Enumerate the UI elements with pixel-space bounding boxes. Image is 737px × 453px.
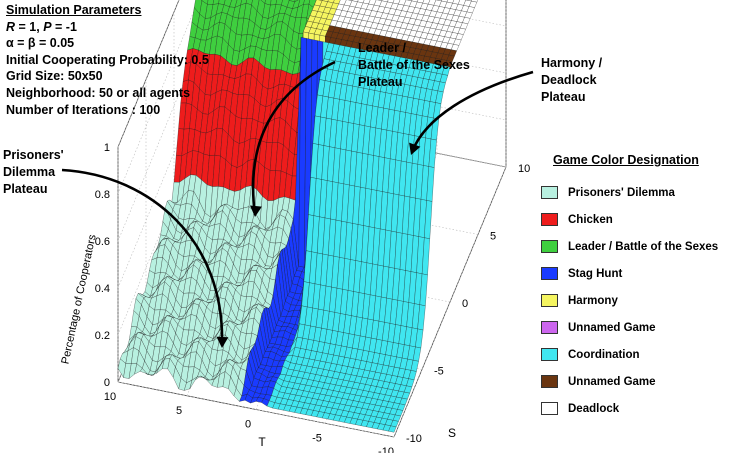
legend-item: Prisoners' Dilemma [541, 179, 718, 206]
annotation-leader: Leader / Battle of the Sexes Plateau [358, 41, 470, 89]
legend-label: Chicken [568, 213, 613, 226]
param-initial-probability: Initial Cooperating Probability: 0.5 [6, 52, 209, 67]
legend-label: Unnamed Game [568, 321, 656, 334]
legend-swatch [541, 402, 558, 415]
legend-swatch [541, 240, 558, 253]
legend-label: Harmony [568, 294, 618, 307]
arrow-head [409, 142, 421, 155]
y-tick-label: 0 [462, 298, 468, 310]
z-tick-label: 0.6 [95, 236, 110, 248]
z-axis-label: Percentage of Cooperators [59, 233, 98, 365]
x-tick-label: -5 [312, 432, 322, 444]
annotation-prisoners: Prisoners' Dilemma Plateau [3, 148, 64, 196]
arrow-head [250, 205, 262, 217]
y-tick-label: -10 [406, 433, 422, 445]
legend-label: Unnamed Game [568, 375, 656, 388]
annotation-arrow [251, 60, 336, 216]
z-tick-label: 0.8 [95, 189, 110, 201]
axis-edge [117, 0, 180, 148]
x-axis-label: T [258, 435, 266, 449]
legend-swatch [541, 375, 558, 388]
param-grid-size: Grid Size: 50x50 [6, 69, 103, 84]
surface [117, 0, 478, 433]
legend-item: Chicken [541, 206, 718, 233]
z-tick-label: 0.4 [95, 283, 110, 295]
legend-item: Deadlock [541, 395, 718, 422]
x-tick-label: 10 [104, 391, 116, 403]
y-tick-label: 10 [518, 163, 530, 175]
legend-swatch [541, 321, 558, 334]
legend-item: Unnamed Game [541, 368, 718, 395]
legend-label: Prisoners' Dilemma [568, 186, 675, 199]
simulation-parameters: Simulation Parameters R = 1, P = -1 α = … [6, 2, 209, 118]
legend-item: Harmony [541, 287, 718, 314]
legend-swatch [541, 186, 558, 199]
z-tick-label: 0.2 [95, 330, 110, 342]
annotation-arrow [61, 168, 224, 346]
param-r-p: R = 1, P = -1 [6, 19, 77, 34]
legend-swatch [541, 348, 558, 361]
tick-labels: 0 0.2 0.4 0.6 0.8 1 10 5 0 -5 -10 -10 -5 0 5 10 [95, 142, 531, 453]
legend-swatch [541, 213, 558, 226]
legend-label: Deadlock [568, 402, 620, 415]
legend-label: Stag Hunt [568, 267, 623, 280]
arrow-head [216, 336, 229, 348]
legend-item: Coordination [541, 341, 718, 368]
surface-patch [388, 425, 397, 433]
y-axis-label: S [448, 426, 456, 440]
legend-item: Stag Hunt [541, 260, 718, 287]
parameters-title: Simulation Parameters [6, 3, 142, 17]
x-tick-label: 5 [176, 405, 182, 417]
annotation-harmony: Harmony / Deadlock Plateau [541, 56, 603, 104]
game-color-legend: Game Color Designation Prisoners' Dilemm… [541, 153, 718, 422]
legend-label: Leader / Battle of the Sexes [568, 240, 719, 253]
legend-swatch [541, 294, 558, 307]
y-tick-label: -5 [434, 366, 444, 378]
legend-label: Coordination [568, 348, 640, 361]
x-tick-label: 0 [245, 419, 251, 431]
y-tick-label: 5 [490, 231, 496, 243]
z-tick-label: 1 [104, 142, 110, 154]
param-iterations: Number of Iterations : 100 [6, 102, 161, 117]
x-tick-label: -10 [378, 446, 394, 453]
legend-item: Unnamed Game [541, 314, 718, 341]
annotation-arrow [410, 70, 534, 153]
z-tick-label: 0 [104, 377, 110, 389]
legend-swatch [541, 267, 558, 280]
legend-title: Game Color Designation [553, 153, 699, 167]
annotation-arrows [61, 60, 534, 348]
param-alpha-beta: α = β = 0.05 [6, 36, 75, 51]
param-neighborhood: Neighborhood: 50 or all agents [6, 85, 191, 100]
legend-item: Leader / Battle of the Sexes [541, 233, 718, 260]
